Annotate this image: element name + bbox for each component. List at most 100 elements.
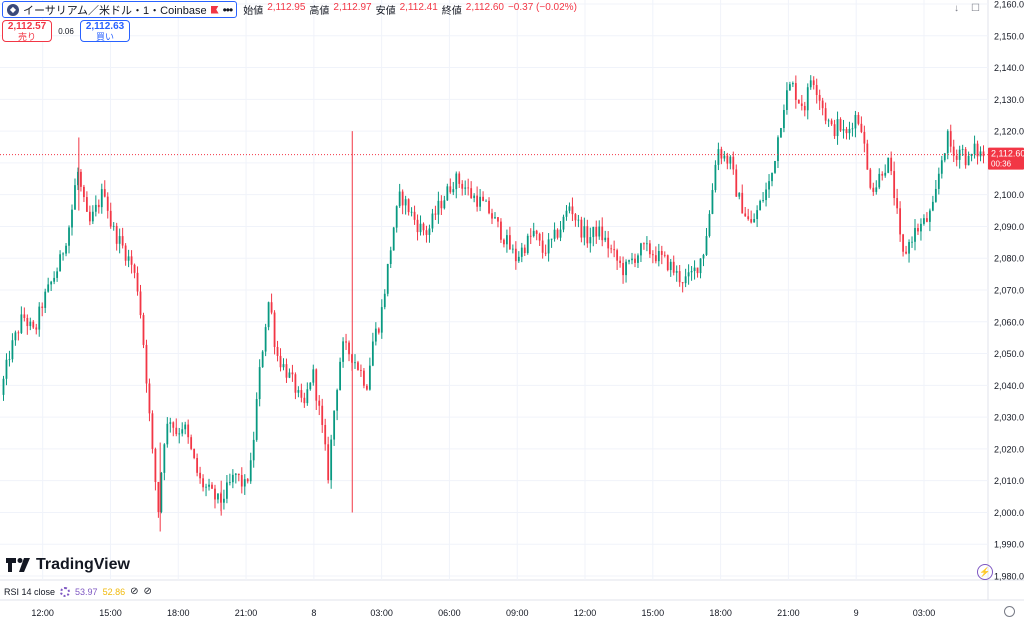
sell-button[interactable]: 2,112.57 売り — [2, 20, 52, 42]
candle-body — [202, 478, 204, 488]
candle-body — [756, 210, 759, 220]
candle-body — [931, 201, 934, 211]
candle-body — [958, 149, 961, 160]
time-axis[interactable]: 12:00 15:00 18:00 21:00 8 03:00 06:00 09:00 12:0… — [31, 608, 935, 618]
candle-body — [342, 341, 344, 362]
trade-buttons: 2,112.57 売り 0.06 2,112.63 買い — [2, 20, 130, 42]
remove-icon[interactable]: ⊘ — [143, 586, 152, 597]
rsi-indicator-icon[interactable] — [60, 586, 71, 597]
candle-body — [288, 372, 291, 378]
candle-body — [243, 479, 246, 487]
candle-body — [747, 216, 750, 220]
hide-icon[interactable]: ⊘ — [130, 586, 139, 597]
candle-body — [115, 225, 118, 244]
candle-body — [821, 100, 824, 109]
candle-body — [425, 230, 428, 235]
countdown-label: 00:36 — [991, 160, 1012, 169]
price-axis[interactable]: 1,980.00 1,990.00 2,000.00 2,010.00 2,020.00… — [994, 0, 1024, 582]
candle-body — [526, 235, 529, 254]
sell-label: 売り — [17, 32, 36, 42]
candle-body — [896, 198, 899, 209]
candle-body — [532, 230, 535, 237]
candle-body — [276, 346, 279, 356]
candle-body — [762, 200, 764, 201]
y-tick-label: 2,040.00 — [994, 381, 1024, 391]
maximize-icon[interactable]: ☐ — [971, 3, 980, 14]
low-value: 2,112.41 — [399, 2, 438, 13]
candle-body — [97, 204, 100, 208]
sell-price: 2,112.57 — [7, 21, 47, 32]
candle-body — [181, 429, 184, 434]
candle-body — [672, 261, 675, 273]
candle-body — [964, 148, 967, 166]
high-value: 2,112.97 — [333, 2, 372, 13]
current-price-label: 2,112.60 — [991, 149, 1024, 159]
candle-body — [920, 223, 922, 232]
candle-body — [383, 293, 386, 308]
flag-icon[interactable] — [210, 5, 219, 14]
candle-body — [550, 238, 553, 240]
candle-body — [77, 171, 79, 186]
candle-body — [273, 312, 276, 347]
candle-body — [112, 225, 115, 227]
candle-body — [750, 219, 753, 223]
candle-body — [643, 243, 645, 245]
settings-icon[interactable] — [1004, 606, 1015, 617]
candle-body — [884, 172, 887, 176]
candle-body — [967, 155, 970, 166]
candle-body — [666, 255, 669, 271]
candle-body — [246, 479, 249, 482]
candle-body — [410, 211, 413, 213]
symbol-title: イーサリアム／米ドル・1・Coinbase — [23, 4, 207, 17]
candle-body — [199, 472, 201, 479]
candle-body — [285, 364, 288, 378]
candle-body — [946, 131, 949, 154]
candle-body — [535, 230, 538, 234]
candle-body — [240, 475, 243, 487]
candle-body — [851, 128, 854, 130]
current-price-tag — [988, 147, 1024, 170]
candle-body — [166, 423, 169, 445]
candle-body — [306, 389, 309, 404]
candle-body — [223, 498, 225, 503]
candle-body — [74, 185, 76, 210]
candle-body — [777, 137, 779, 162]
candle-body — [589, 237, 592, 244]
candle-body — [413, 211, 416, 220]
candle-body — [520, 247, 523, 257]
candle-body — [482, 196, 484, 201]
candle-body — [937, 173, 940, 189]
symbol-box[interactable]: ◆ イーサリアム／米ドル・1・Coinbase ••• — [2, 1, 238, 18]
candle-body — [479, 196, 481, 207]
rsi-ma-value: 52.86 — [102, 586, 126, 597]
candle-body — [109, 210, 112, 227]
candle-body — [637, 255, 639, 263]
lightning-icon[interactable]: ⚡ — [977, 564, 993, 580]
candle-body — [106, 196, 109, 211]
arrow-down-icon[interactable]: ↓ — [954, 3, 960, 14]
candle-body — [261, 351, 264, 368]
candle-body — [866, 143, 869, 170]
candle-body — [845, 129, 848, 134]
more-dots-icon[interactable]: ••• — [222, 2, 234, 17]
candle-body — [354, 362, 356, 364]
candle-body — [595, 226, 598, 237]
candle-body — [654, 255, 657, 262]
x-tick-label: 15:00 — [642, 608, 665, 618]
candle-body — [443, 200, 446, 209]
candle-body — [699, 258, 702, 274]
candle-body — [824, 108, 827, 121]
candle-body — [646, 243, 648, 245]
candle-body — [419, 223, 422, 233]
buy-button[interactable]: 2,112.63 買い — [80, 20, 130, 42]
candle-body — [127, 256, 130, 261]
candle-body — [407, 199, 410, 213]
candle-body — [544, 252, 547, 254]
candle-body — [556, 229, 559, 238]
candle-body — [890, 157, 893, 172]
candle-body — [500, 221, 502, 240]
candle-body — [806, 87, 809, 111]
candle-body — [455, 173, 458, 190]
candle-body — [193, 448, 196, 458]
